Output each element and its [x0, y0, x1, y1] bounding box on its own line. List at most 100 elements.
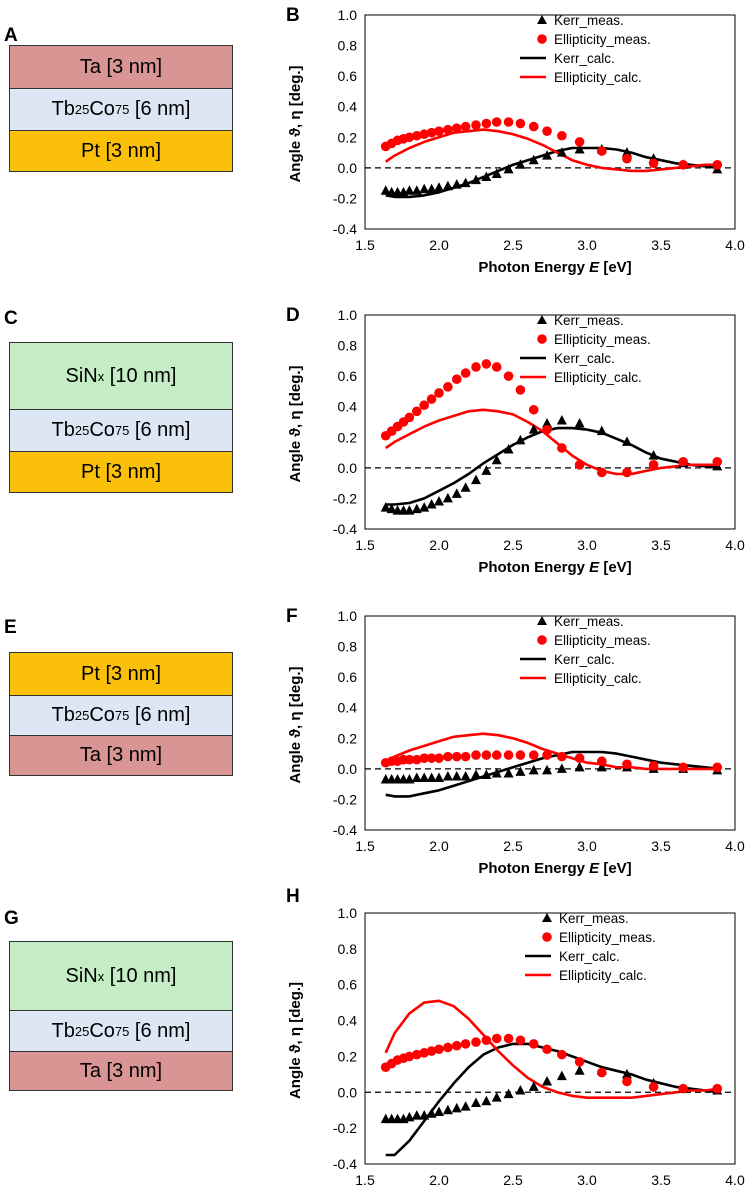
data-point — [621, 1068, 632, 1079]
layer-stack-g: SiN x [10 nm] Tb 25 Co 75 [6 nm] Ta [3 nm] — [9, 941, 233, 1091]
data-point — [412, 1049, 422, 1060]
y-tick-label: 0.4 — [338, 399, 358, 415]
data-point — [528, 750, 539, 760]
data-point — [404, 1111, 415, 1122]
data-point — [515, 159, 526, 169]
data-point — [443, 382, 453, 392]
data-point — [426, 753, 437, 763]
data-point — [471, 769, 481, 779]
y-tick-label: 0.6 — [338, 977, 358, 993]
data-point — [380, 502, 391, 512]
plot-frame — [364, 14, 736, 230]
data-point — [412, 406, 422, 417]
data-point — [426, 499, 437, 509]
panel-letter: D — [286, 305, 300, 326]
layer-sinx: SiN x [10 nm] — [10, 942, 232, 1011]
data-point — [678, 1083, 688, 1094]
legend-label: Kerr_meas. — [554, 313, 624, 328]
panel-c-letter: C — [4, 308, 18, 329]
y-tick-label: 0.6 — [338, 68, 358, 84]
chart-h-svg: H -0.4 -0.2 0.0 0.2 0.4 0.6 0.8 1.0 1.5 2.0 2.5 3.0 3… — [286, 886, 745, 1188]
data-point — [503, 371, 514, 381]
y-tick-label: 1.0 — [338, 7, 358, 23]
data-point — [597, 1067, 607, 1078]
data-point — [596, 761, 607, 772]
layer-pt: Pt [3 nm] — [10, 131, 232, 172]
y-tick-label: 1.0 — [338, 905, 358, 921]
legend-label: Kerr_calc. — [559, 949, 620, 964]
data-point — [515, 434, 526, 445]
data-point — [491, 117, 502, 127]
data-point — [678, 160, 688, 170]
data-point — [491, 454, 502, 465]
data-point — [471, 474, 481, 485]
layer-stack-c: SiN x [10 nm] Tb 25 Co 75 [6 nm] Pt [3 nm] — [9, 342, 233, 493]
x-tick-label: 3.5 — [651, 537, 671, 553]
plot-frame — [364, 912, 736, 1165]
plot-frame — [364, 314, 736, 530]
data-point — [481, 359, 492, 369]
x-axis-label-part: Photon Energy — [478, 559, 589, 576]
data-point — [648, 450, 659, 460]
data-point — [434, 495, 444, 506]
data-point — [451, 1102, 462, 1113]
data-point — [528, 1081, 539, 1091]
data-point — [597, 146, 607, 156]
data-point — [557, 443, 567, 453]
data-point — [442, 1104, 453, 1115]
x-axis-label-part: [eV] — [599, 860, 632, 877]
layer-tbco: Tb 25 Co 75 [6 nm] — [10, 89, 232, 131]
data-point — [419, 1048, 429, 1058]
y-tick-label: -0.4 — [333, 521, 357, 537]
layer-pt: Pt [3 nm] — [10, 653, 232, 696]
data-point — [621, 436, 632, 446]
data-point — [574, 761, 585, 772]
y-tick-label: -0.4 — [333, 1156, 357, 1172]
y-axis-label: Angle ϑ, η [deg.] — [287, 65, 304, 182]
x-axis-label-part: E — [589, 259, 600, 276]
y-tick-label: 0.2 — [338, 129, 358, 145]
y-axis-label: Angle ϑ, η [deg.] — [287, 365, 304, 482]
chart-h: H -0.4 -0.2 0.0 0.2 0.4 0.6 0.8 1.0 1.5 2.0 2.5 3.0 3… — [280, 876, 754, 1188]
layer-ta: Ta [3 nm] — [10, 1052, 232, 1091]
x-tick-label: 2.0 — [429, 1172, 449, 1188]
data-point — [404, 754, 415, 765]
x-tick-label: 3.5 — [651, 237, 671, 253]
panel-g-letter: G — [4, 908, 19, 929]
y-tick-label: 0.0 — [338, 460, 358, 476]
layer-ta: Ta [3 nm] — [10, 736, 232, 776]
data-point — [434, 753, 444, 763]
data-point — [542, 1076, 553, 1086]
data-point — [434, 182, 444, 192]
legend-label: Ellipticity_calc. — [554, 671, 642, 686]
data-point — [460, 771, 471, 781]
data-point — [491, 1033, 502, 1044]
y-tick-label: -0.4 — [333, 221, 357, 237]
x-axis-label-part: [eV] — [599, 259, 632, 276]
series-line — [385, 1042, 719, 1157]
data-point — [386, 503, 397, 514]
x-tick-label: 2.0 — [429, 537, 449, 553]
data-point — [426, 394, 437, 404]
data-point — [412, 130, 422, 141]
chart-f-svg: F -0.4 -0.2 0.0 0.2 0.4 0.6 0.8 1.0 1.5 2.0 2.5 3.0 3… — [286, 606, 745, 877]
x-tick-label: 3.0 — [577, 237, 597, 253]
y-tick-label: 1.0 — [338, 307, 358, 323]
data-point — [404, 505, 415, 515]
series-line — [385, 732, 719, 771]
y-tick-label: -0.4 — [333, 822, 357, 838]
data-point — [471, 750, 481, 760]
data-point — [460, 121, 471, 132]
legend-label: Ellipticity_meas. — [559, 930, 656, 945]
data-point — [404, 412, 415, 423]
data-point — [471, 362, 481, 372]
data-point — [419, 772, 430, 783]
layer-sinx: SiN x [10 nm] — [10, 343, 232, 410]
panel-letter: B — [286, 5, 300, 26]
layer-stack-e: Pt [3 nm] Tb 25 Co 75 [6 nm] Ta [3 nm] — [9, 652, 233, 776]
chart-b: B -0.4 -0.2 0.0 0.2 0.4 0.6 0.8 1.0 1.5 2.0 2.5 3.0 3… — [280, 0, 754, 300]
data-point — [471, 1037, 481, 1047]
x-axis-label-part: E — [589, 559, 600, 576]
y-tick-label: -0.2 — [333, 1120, 357, 1136]
data-point — [434, 126, 444, 136]
